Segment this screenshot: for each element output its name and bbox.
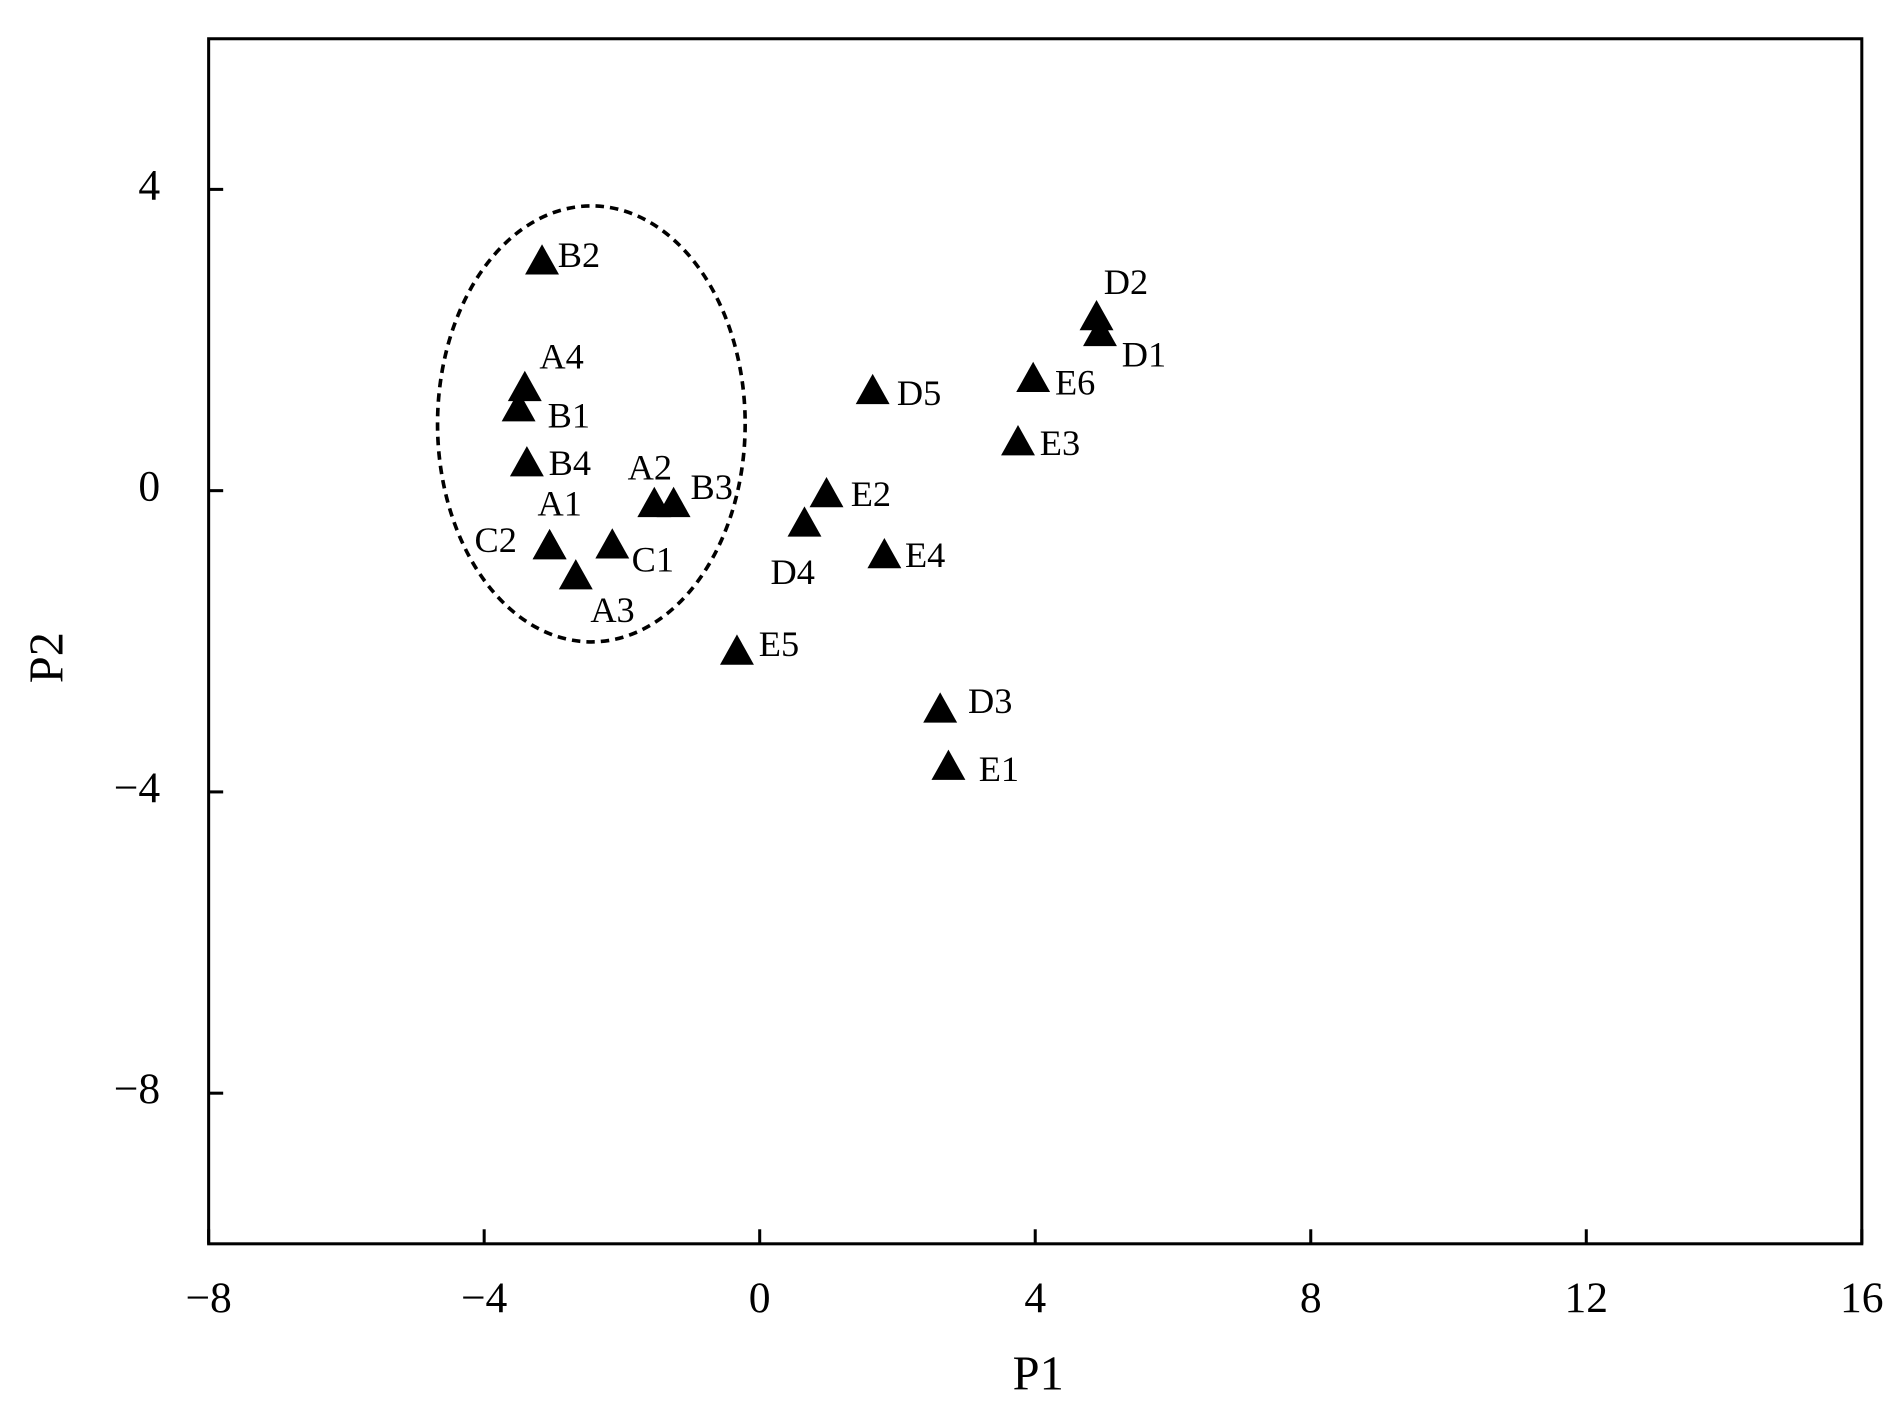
point-label: D4 <box>771 552 815 592</box>
x-tick-label: 16 <box>1840 1274 1884 1322</box>
point <box>532 528 567 560</box>
point-label: D3 <box>968 681 1012 721</box>
point <box>509 446 544 477</box>
point-label: A1 <box>537 484 581 524</box>
y-tick-label: 4 <box>138 161 160 209</box>
point-label: B3 <box>691 467 733 507</box>
point <box>558 559 593 590</box>
point <box>1016 361 1051 393</box>
point <box>787 506 822 537</box>
point <box>923 692 958 723</box>
x-tick-label: −4 <box>461 1274 508 1322</box>
point <box>595 528 630 559</box>
x-tick-label: −8 <box>185 1274 231 1322</box>
point-label: E2 <box>851 474 891 514</box>
point-label: A4 <box>539 336 583 376</box>
point <box>931 749 966 780</box>
point <box>1001 425 1035 456</box>
point-label: B4 <box>549 443 591 483</box>
point <box>720 634 754 665</box>
point-label: A3 <box>590 590 634 630</box>
point-label: E6 <box>1055 362 1095 402</box>
x-tick-label: 8 <box>1300 1274 1322 1322</box>
point <box>501 391 536 422</box>
point <box>809 477 844 508</box>
point-label: D2 <box>1104 262 1148 302</box>
point-label: B2 <box>558 235 600 275</box>
point-label: E5 <box>759 624 799 664</box>
y-tick-label: 0 <box>138 463 160 511</box>
point <box>855 373 890 405</box>
x-tick-label: 12 <box>1564 1274 1608 1322</box>
plot-frame <box>207 37 1864 1246</box>
point <box>1083 315 1117 347</box>
point <box>525 244 559 275</box>
point-label: B1 <box>548 395 590 435</box>
x-tick-label: 4 <box>1024 1274 1046 1322</box>
point-label: C2 <box>475 520 517 560</box>
point-label: E3 <box>1040 423 1080 463</box>
point <box>1079 300 1114 331</box>
y-tick-label: −8 <box>114 1065 160 1113</box>
x-tick-label: 0 <box>749 1274 771 1322</box>
point-label: C1 <box>632 540 674 580</box>
cluster-ellipse <box>435 204 747 644</box>
point-label: E4 <box>905 535 945 575</box>
y-tick-label: −4 <box>114 764 161 812</box>
x-axis-label: P1 <box>1013 1347 1064 1400</box>
point <box>656 486 691 518</box>
point-label: E1 <box>979 749 1019 789</box>
point-label: D5 <box>897 373 941 413</box>
y-axis-label: P2 <box>20 632 73 683</box>
point <box>507 370 542 402</box>
point-label: A2 <box>628 447 672 487</box>
point-label: D1 <box>1122 335 1166 375</box>
point <box>867 538 902 569</box>
